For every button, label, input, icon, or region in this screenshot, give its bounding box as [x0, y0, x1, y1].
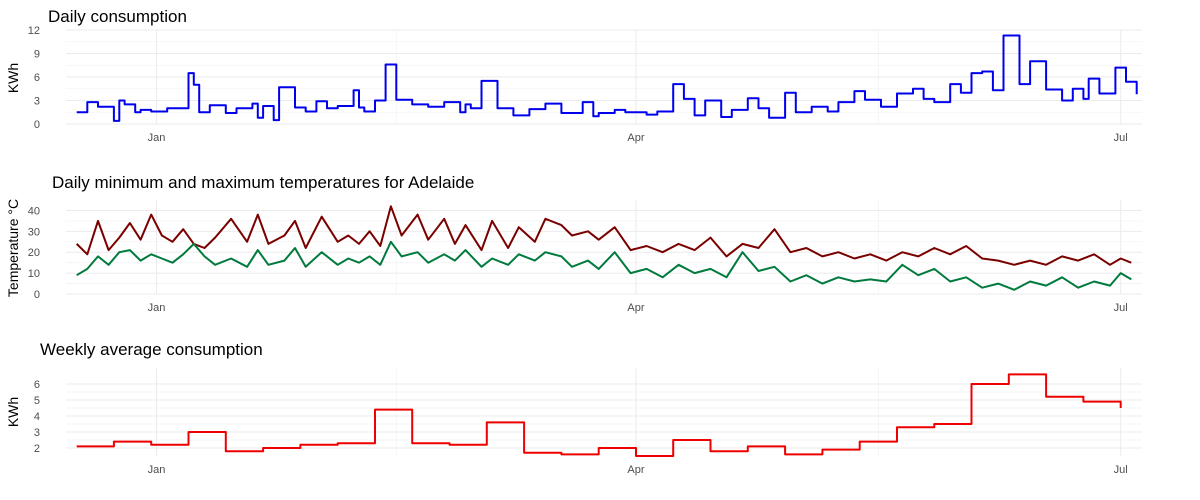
chart-title: Daily minimum and maximum temperatures f…: [52, 173, 474, 192]
y-tick-label: 6: [34, 72, 40, 84]
y-tick-label: 9: [34, 49, 40, 61]
y-tick-label: 12: [28, 25, 40, 37]
panel-weekly-consumption: 2 3 4 5 6 Jan Apr Jul Weekly average consumption…: [5, 340, 1142, 476]
y-tick-label: 0: [34, 119, 40, 131]
x-tick-label: Jan: [148, 464, 166, 476]
y-tick-label: 0: [34, 289, 40, 301]
y-axis-label: Temperature °C: [5, 199, 21, 297]
series-line-0: [75, 205, 1132, 266]
x-tick-label: Jan: [148, 302, 166, 314]
y-axis-label: KWh: [5, 397, 21, 427]
x-tick-label: Apr: [627, 302, 644, 314]
series-line-0: [76, 34, 1138, 122]
y-tick-label: 10: [28, 268, 40, 280]
chart-title: Daily consumption: [48, 7, 187, 26]
x-tick-label: Jan: [148, 132, 166, 144]
x-tick-label: Apr: [627, 464, 644, 476]
x-tick-label: Jul: [1114, 302, 1128, 314]
panel-daily-temperatures: 0 10 20 30 40 Jan Apr Jul Daily minimum and maxi…: [5, 173, 1142, 314]
y-tick-label: 6: [34, 379, 40, 391]
y-tick-label: 5: [34, 395, 40, 407]
y-tick-label: 40: [28, 205, 40, 217]
y-tick-label: 2: [34, 443, 40, 455]
y-tick-label: 3: [34, 96, 40, 108]
x-tick-label: Apr: [627, 132, 644, 144]
y-tick-label: 30: [28, 226, 40, 238]
series-line-0: [76, 373, 1122, 457]
chart-title: Weekly average consumption: [40, 340, 263, 359]
x-tick-label: Jul: [1114, 132, 1128, 144]
series-line-1: [76, 240, 1132, 291]
y-axis-label: KWh: [5, 63, 21, 93]
y-tick-label: 20: [28, 247, 40, 259]
y-tick-label: 4: [34, 411, 40, 423]
panel-daily-consumption: 0 3 6 9 12 Jan Apr Jul Daily consumption KWh: [5, 7, 1142, 144]
x-tick-label: Jul: [1114, 464, 1128, 476]
y-tick-label: 3: [34, 427, 40, 439]
